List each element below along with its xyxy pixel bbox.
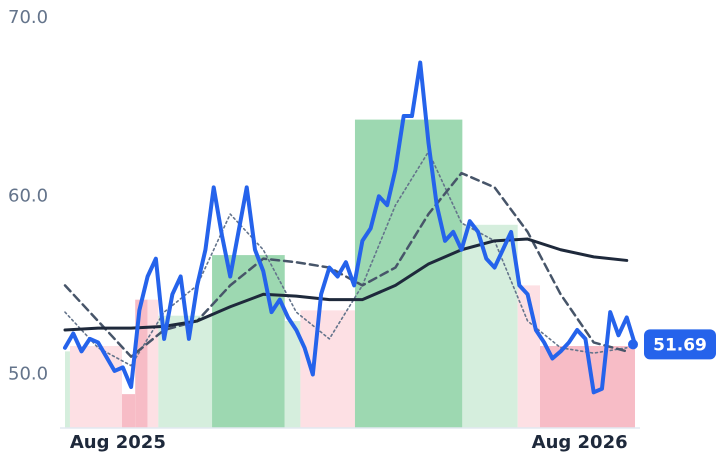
- y-tick-label: 60.0: [8, 185, 48, 206]
- band: [212, 255, 285, 428]
- band: [284, 321, 301, 428]
- band: [69, 346, 122, 428]
- axes: 51.69 50.0 60.0 70.0 Aug 2025 Aug 2026: [8, 7, 716, 453]
- series-line: [63, 60, 637, 395]
- price-label: 51.69: [653, 335, 707, 355]
- band: [147, 299, 159, 428]
- band: [354, 119, 463, 428]
- last-point: [628, 339, 638, 350]
- y-tick-label: 70.0: [8, 7, 48, 28]
- band: [300, 310, 355, 428]
- price-badge: [644, 329, 716, 360]
- band: [158, 315, 213, 428]
- series-line: [63, 237, 629, 332]
- x-tick-label: Aug 2025: [70, 432, 166, 453]
- band: [462, 224, 518, 428]
- band: [122, 394, 136, 428]
- y-tick-label: 50.0: [8, 364, 48, 385]
- lines: [63, 60, 638, 395]
- band: [65, 351, 70, 428]
- x-tick-label: Aug 2026: [532, 432, 628, 453]
